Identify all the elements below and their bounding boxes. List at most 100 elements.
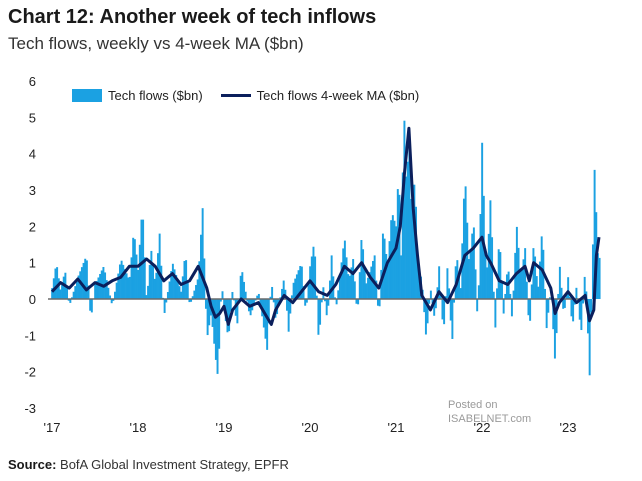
tech-flow-bar [476, 299, 479, 312]
tech-flow-bar [368, 272, 371, 299]
tech-flow-bar [327, 299, 330, 306]
tech-flow-bar [109, 295, 112, 299]
tech-flow-bar [583, 276, 586, 299]
tech-flow-bar [426, 299, 429, 324]
tech-flow-bar [310, 256, 313, 299]
tech-flow-bar [206, 299, 209, 336]
tech-flows-4-week-ma-line [50, 126, 601, 326]
tech-flow-bar [170, 271, 173, 299]
tech-flow-bar [213, 299, 216, 344]
tech-flow-bar [570, 299, 573, 317]
tech-flow-bar [61, 285, 64, 299]
tech-flow-bar [117, 273, 120, 299]
tech-flow-bar [305, 299, 308, 303]
tech-flow-bar [138, 244, 141, 299]
y-tick-label: -1 [24, 328, 36, 343]
tech-flow-bar [459, 288, 462, 299]
tech-flow-bar [547, 299, 550, 313]
tech-flow-bar [71, 297, 73, 299]
tech-flow-bar [120, 260, 123, 299]
tech-flow-bar [145, 295, 148, 299]
tech-flow-bar [290, 295, 293, 299]
tech-flow-bar [582, 299, 585, 304]
tech-flow-bar [525, 281, 528, 299]
tech-flow-bar [223, 299, 226, 310]
tech-flows-bars [51, 120, 601, 376]
tech-flow-bar [236, 299, 239, 324]
tech-flow-bar [221, 291, 224, 299]
y-axis-ticks: -3 -2 -1 0 1 2 3 4 5 6 [24, 74, 36, 416]
tech-flow-bar [166, 292, 169, 299]
tech-flow-bar [125, 273, 128, 299]
tech-flow-bar [127, 277, 130, 299]
tech-flow-bar [239, 275, 242, 299]
tech-flow-bar [300, 266, 303, 299]
tech-flow-bar [355, 299, 358, 304]
legend-swatch-4-week-ma [220, 94, 251, 97]
tech-flow-bar [357, 299, 360, 305]
tech-flow-bar [398, 194, 401, 299]
tech-flow-bar [204, 299, 207, 309]
tech-flow-bar [90, 299, 93, 313]
tech-flow-bar [515, 226, 518, 299]
tech-flow-bar [563, 299, 566, 308]
tech-flow-bar [591, 244, 594, 299]
y-tick-label: 0 [29, 292, 36, 307]
y-tick-label: 3 [29, 183, 36, 198]
tech-flow-bar [175, 274, 178, 299]
tech-flow-bar [319, 299, 322, 325]
tech-flow-bar [367, 277, 370, 299]
tech-flow-bar [67, 299, 70, 301]
tech-flow-bar [529, 299, 532, 321]
tech-flow-bar [218, 299, 221, 349]
tech-flow-bar [324, 299, 327, 302]
tech-flow-bar [279, 297, 282, 299]
tech-flow-bar [133, 239, 136, 299]
tech-flow-bar [66, 286, 69, 299]
tech-flow-bar [132, 237, 135, 299]
tech-flow-bar [575, 287, 578, 299]
tech-flow-bar [458, 274, 460, 299]
tech-flow-bar [256, 295, 259, 299]
tech-flow-bar [552, 299, 555, 330]
tech-flow-bar [231, 292, 234, 299]
y-tick-label: 1 [29, 256, 36, 271]
tech-flow-bar [105, 280, 108, 299]
tech-flow-bar [502, 299, 505, 314]
tech-flow-bar [489, 200, 492, 299]
tech-flow-bar [497, 249, 500, 299]
tech-flow-bar [295, 274, 298, 299]
tech-flow-bar [287, 299, 290, 332]
tech-flow-bar [84, 258, 87, 299]
tech-flow-bar [505, 274, 508, 299]
x-tick-label: '23 [560, 420, 577, 435]
tech-flow-bar [496, 288, 499, 299]
y-tick-label: 4 [29, 147, 36, 162]
tech-flow-bar [244, 291, 247, 299]
tech-flow-bar [401, 172, 404, 299]
tech-flow-bar [524, 248, 527, 299]
tech-flow-bar [555, 299, 558, 334]
tech-flow-bar [75, 280, 78, 299]
tech-flow-bar [535, 276, 538, 299]
tech-flow-bar [410, 198, 413, 299]
tech-flow-bar [481, 142, 484, 299]
tech-flow-bar [112, 299, 115, 301]
tech-flow-bar [544, 288, 546, 299]
tech-flow-bar [59, 289, 62, 299]
watermark-line-2: ISABELNET.com [448, 413, 532, 425]
tech-flow-bar [79, 271, 82, 299]
tech-flow-bar [214, 299, 217, 360]
tech-flow-bar [152, 264, 155, 299]
tech-flow-bar [365, 283, 368, 299]
y-tick-label: -3 [24, 401, 36, 416]
tech-flow-bar [89, 299, 92, 311]
tech-flow-bar [289, 299, 292, 314]
tech-flow-bar [110, 299, 113, 304]
tech-flow-bar [74, 286, 77, 299]
tech-flow-bar [560, 287, 563, 299]
x-tick-label: '17 [44, 420, 61, 435]
x-tick-label: '22 [474, 420, 491, 435]
tech-flow-bar [284, 289, 287, 299]
